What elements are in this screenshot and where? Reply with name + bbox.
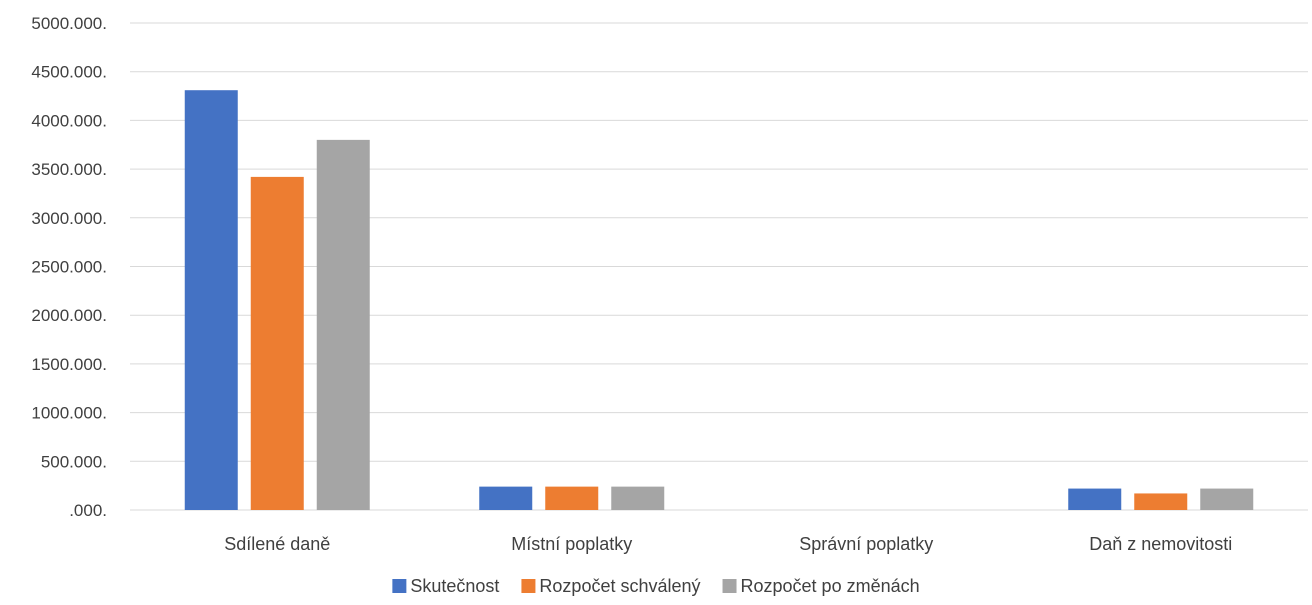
bar xyxy=(545,486,599,510)
bar xyxy=(1068,488,1122,510)
bar xyxy=(250,176,304,510)
legend-swatch xyxy=(722,579,737,593)
legend-label: Rozpočet schválený xyxy=(539,576,700,596)
x-category-label: Správní poplatky xyxy=(799,534,933,554)
bar xyxy=(479,486,533,510)
legend-label: Rozpočet po změnách xyxy=(741,576,920,596)
y-tick-label: .000. xyxy=(69,501,107,520)
x-category-label: Místní poplatky xyxy=(511,534,632,554)
legend-swatch xyxy=(392,579,407,593)
bars xyxy=(184,90,1254,511)
y-tick-label: 3000.000. xyxy=(31,209,107,228)
y-tick-label: 5000.000. xyxy=(31,14,107,33)
y-tick-label: 2000.000. xyxy=(31,306,107,325)
legend-swatch xyxy=(521,579,536,593)
x-axis-category-labels: Sdílené daně Místní poplatky Správní popla… xyxy=(224,534,1232,554)
bar xyxy=(184,90,238,511)
bar xyxy=(316,139,370,510)
y-tick-label: 1500.000. xyxy=(31,355,107,374)
x-category-label: Sdílené daně xyxy=(224,534,330,554)
y-tick-label: 1000.000. xyxy=(31,404,107,423)
legend: Skutečnost Rozpočet schválený Rozpočet po … xyxy=(392,576,920,596)
bar xyxy=(1134,493,1188,510)
x-category-label: Daň z nemovitosti xyxy=(1089,534,1232,554)
legend-label: Skutečnost xyxy=(410,576,499,596)
bar xyxy=(611,486,665,510)
bar xyxy=(1200,488,1254,510)
y-tick-label: 4000.000. xyxy=(31,111,107,130)
y-tick-label: 4500.000. xyxy=(31,63,107,82)
y-tick-label: 500.000. xyxy=(41,452,107,471)
y-axis-tick-labels: .000. 500.000. 1000.000. 1500.000. 2000.000.… xyxy=(31,14,107,520)
y-tick-label: 3500.000. xyxy=(31,160,107,179)
grid-lines xyxy=(130,22,1308,511)
y-tick-label: 2500.000. xyxy=(31,258,107,277)
